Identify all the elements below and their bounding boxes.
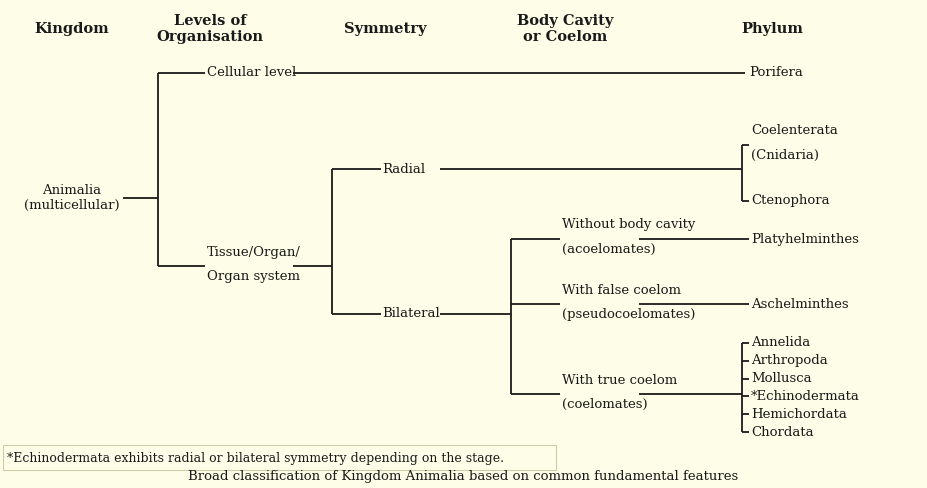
Text: (Cnidaria): (Cnidaria) xyxy=(751,149,819,162)
Text: With true coelom: With true coelom xyxy=(562,373,678,386)
Text: (coelomates): (coelomates) xyxy=(562,398,648,411)
Text: (acoelomates): (acoelomates) xyxy=(562,244,655,256)
Text: *Echinodermata: *Echinodermata xyxy=(751,390,860,403)
Text: Mollusca: Mollusca xyxy=(751,372,812,385)
Text: Levels of
Organisation: Levels of Organisation xyxy=(157,14,263,44)
Text: Chordata: Chordata xyxy=(751,426,814,439)
Text: Hemichordata: Hemichordata xyxy=(751,408,847,421)
Text: Kingdom: Kingdom xyxy=(34,22,109,36)
Text: *Echinodermata exhibits radial or bilateral symmetry depending on the stage.: *Echinodermata exhibits radial or bilate… xyxy=(7,452,504,465)
Text: Annelida: Annelida xyxy=(751,336,810,349)
Text: Radial: Radial xyxy=(383,163,425,176)
Text: Phylum: Phylum xyxy=(742,22,803,36)
Text: Bilateral: Bilateral xyxy=(383,307,440,321)
Text: Arthropoda: Arthropoda xyxy=(751,354,828,367)
Text: Symmetry: Symmetry xyxy=(344,22,426,36)
Text: Broad classification of Kingdom Animalia based on common fundamental features: Broad classification of Kingdom Animalia… xyxy=(188,470,739,483)
Text: Cellular level: Cellular level xyxy=(208,66,297,79)
FancyBboxPatch shape xyxy=(3,445,555,470)
Text: Organ system: Organ system xyxy=(208,270,300,283)
Text: (pseudocoelomates): (pseudocoelomates) xyxy=(562,308,695,322)
Text: Aschelminthes: Aschelminthes xyxy=(751,298,848,311)
Text: With false coelom: With false coelom xyxy=(562,285,681,297)
Text: Body Cavity
or Coelom: Body Cavity or Coelom xyxy=(516,14,613,44)
Text: Coelenterata: Coelenterata xyxy=(751,124,838,137)
Text: Animalia
(multicellular): Animalia (multicellular) xyxy=(24,184,120,212)
Text: Without body cavity: Without body cavity xyxy=(562,218,695,231)
Text: Platyhelminthes: Platyhelminthes xyxy=(751,233,859,245)
Text: Porifera: Porifera xyxy=(749,66,803,79)
Text: Ctenophora: Ctenophora xyxy=(751,194,830,207)
Text: Tissue/Organ/: Tissue/Organ/ xyxy=(208,245,301,259)
